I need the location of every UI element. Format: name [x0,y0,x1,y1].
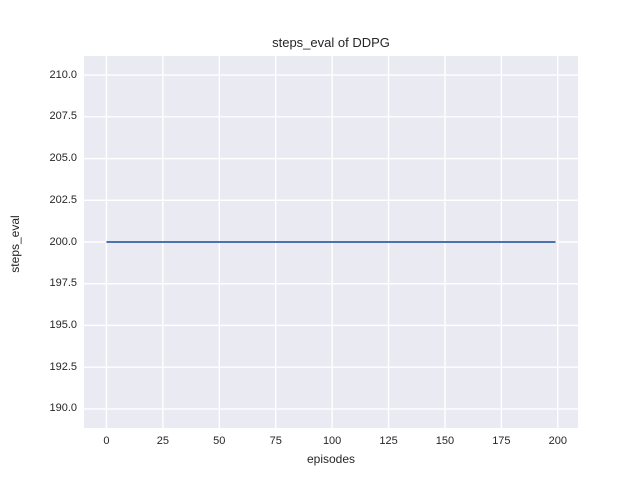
x-tick-label: 150 [435,435,455,447]
y-tick-label: 210.0 [49,68,77,81]
y-tick-label: 190.0 [49,402,77,415]
y-tick-label: 207.5 [49,110,77,123]
y-tick-label: 195.0 [49,318,77,331]
y-tick-label: 202.5 [49,193,77,206]
x-tick-label: 125 [379,435,398,447]
y-tick-label: 192.5 [49,360,77,373]
x-tick-label: 100 [322,435,342,447]
x-axis-label: episodes [306,452,356,466]
x-tick-label: 50 [213,435,226,447]
chart-title: steps_eval of DDPG [272,35,390,50]
y-tick-label: 197.5 [49,277,77,290]
x-tick-label: 25 [156,435,169,447]
plot-svg [84,56,578,428]
x-tick-label: 0 [103,435,110,447]
plot-area [84,56,578,428]
x-tick-label: 200 [548,435,567,447]
x-tick-label: 175 [492,435,511,447]
x-tick-label: 75 [269,435,282,447]
y-tick-label: 205.0 [49,152,77,165]
y-tick-label: 200.0 [49,235,77,248]
